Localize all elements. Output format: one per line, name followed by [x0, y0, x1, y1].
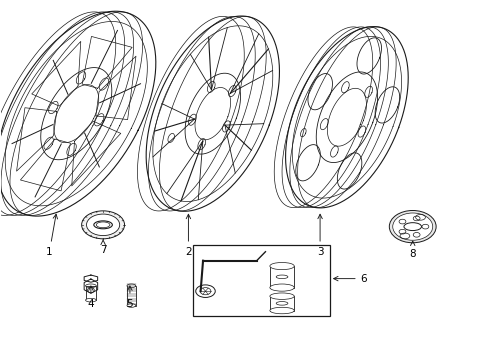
Ellipse shape: [81, 211, 124, 239]
Bar: [269, 266, 294, 288]
Bar: [193, 244, 329, 316]
Text: 4: 4: [87, 286, 94, 309]
Text: 3: 3: [316, 214, 323, 257]
Polygon shape: [184, 73, 240, 154]
Text: 1: 1: [46, 214, 58, 257]
Text: 5: 5: [126, 286, 133, 309]
Text: 7: 7: [100, 239, 106, 255]
Ellipse shape: [388, 211, 435, 243]
Polygon shape: [316, 72, 377, 163]
Ellipse shape: [269, 284, 294, 291]
Bar: [127, 286, 136, 306]
Ellipse shape: [195, 285, 215, 297]
Ellipse shape: [127, 304, 136, 307]
Text: 6: 6: [333, 274, 366, 284]
Bar: [85, 286, 96, 300]
Ellipse shape: [269, 293, 294, 300]
Text: 2: 2: [185, 214, 191, 257]
Ellipse shape: [86, 214, 120, 235]
Bar: [269, 296, 294, 311]
Text: 8: 8: [408, 241, 415, 258]
Ellipse shape: [392, 213, 432, 240]
Polygon shape: [84, 279, 98, 293]
Ellipse shape: [269, 307, 294, 314]
Ellipse shape: [269, 262, 294, 270]
Ellipse shape: [85, 298, 96, 302]
Polygon shape: [41, 68, 112, 160]
Ellipse shape: [127, 284, 136, 288]
